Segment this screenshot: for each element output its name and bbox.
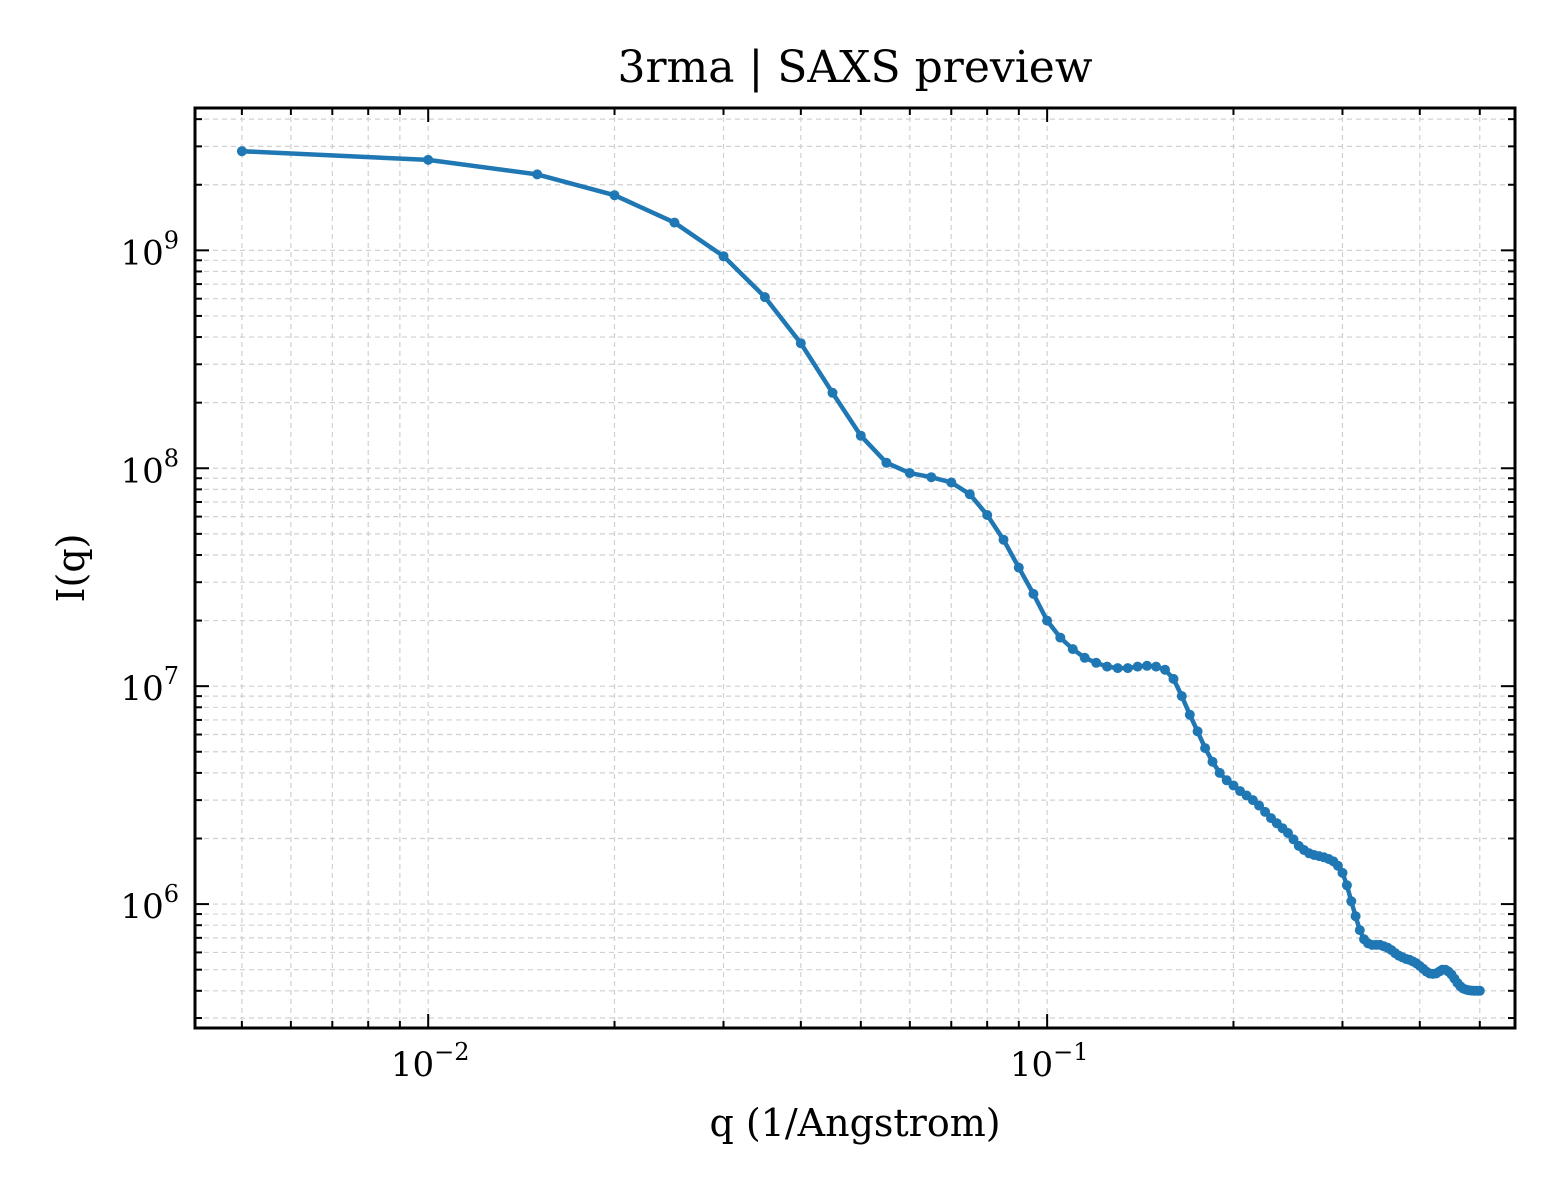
data-point [236, 146, 247, 157]
data-point [1207, 756, 1218, 767]
data-point [1260, 806, 1271, 817]
data-point [904, 468, 915, 479]
plot-frame [193, 106, 1517, 1030]
data-point [1200, 743, 1211, 754]
x-axis-label: q (1/Angstrom) [709, 1101, 1000, 1145]
data-point [1474, 985, 1485, 996]
data-point [1132, 661, 1143, 672]
data-point [1042, 615, 1053, 626]
data-point [1091, 657, 1102, 668]
data-point [827, 387, 838, 398]
x-tick-label: 10−2 [391, 1038, 470, 1085]
data-point [1228, 780, 1239, 791]
data-point [1184, 709, 1195, 720]
data-point [1214, 767, 1225, 778]
data-point [1192, 726, 1203, 737]
data-point [1102, 661, 1113, 672]
data-point [1341, 880, 1352, 891]
data-point [1160, 664, 1170, 675]
data-point [1028, 588, 1039, 599]
data-point [946, 477, 957, 488]
y-tick-label: 109 [120, 226, 179, 273]
data-point [881, 457, 892, 468]
data-point [1221, 775, 1232, 786]
data-point [759, 292, 770, 303]
data-point [1254, 800, 1265, 811]
data-point [1013, 562, 1024, 573]
series-layer [236, 146, 1485, 996]
data-point [855, 430, 866, 441]
data-point [1168, 673, 1179, 684]
data-point [1122, 663, 1133, 674]
data-point [532, 169, 543, 180]
chart-title: 3rma | SAXS preview [617, 42, 1092, 93]
data-point [718, 251, 729, 262]
data-point [1055, 632, 1066, 643]
data-point [609, 190, 620, 201]
data-point [1354, 925, 1365, 936]
data-point [1350, 911, 1361, 922]
data-point [669, 217, 680, 228]
y-tick-label: 106 [120, 880, 179, 927]
data-point [1151, 661, 1162, 672]
data-point [1337, 867, 1348, 878]
y-tick-label: 107 [120, 662, 179, 709]
data-point [423, 154, 434, 165]
data-point [926, 472, 937, 483]
data-point [964, 489, 975, 500]
data-point [1112, 663, 1123, 674]
y-axis-label: I(q) [49, 534, 93, 603]
data-point [1332, 860, 1343, 871]
y-tick-label: 108 [120, 444, 179, 491]
data-point [982, 510, 993, 520]
data-point [1079, 652, 1090, 663]
data-point [1176, 691, 1187, 702]
data-point [1067, 644, 1078, 655]
data-point [795, 338, 806, 349]
data-point [998, 534, 1009, 545]
x-tick-label: 10−1 [1010, 1038, 1089, 1085]
data-point [1346, 896, 1357, 907]
data-point [1142, 660, 1152, 671]
